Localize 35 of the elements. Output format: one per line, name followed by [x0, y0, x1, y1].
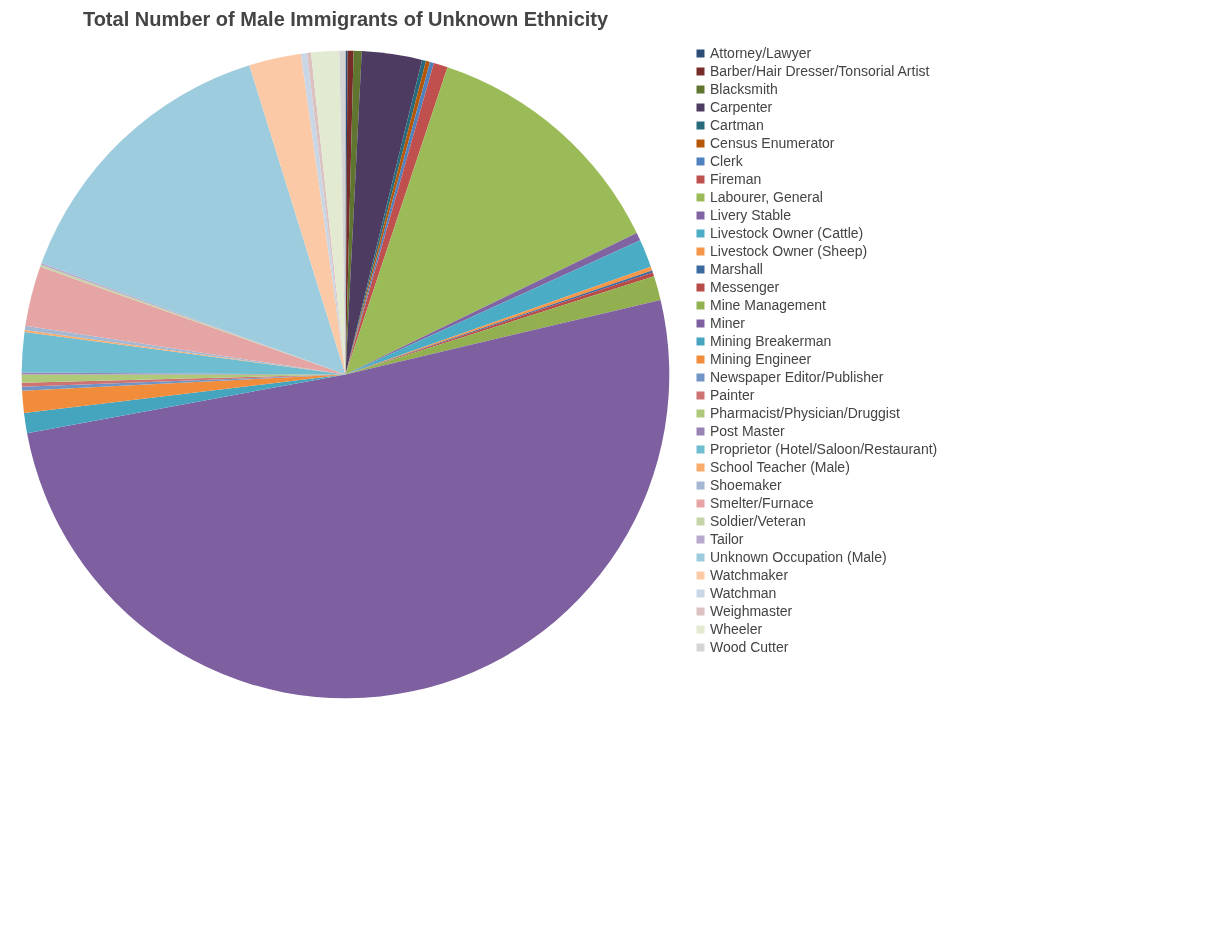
legend-label: Soldier/Veteran	[710, 512, 806, 529]
legend-label: Post Master	[710, 422, 785, 439]
legend-label: Painter	[710, 386, 755, 403]
legend-label: Weighmaster	[710, 602, 793, 619]
legend-label: Labourer, General	[710, 188, 823, 205]
legend-label: Mining Breakerman	[710, 332, 832, 349]
legend-label: Tailor	[710, 530, 744, 547]
legend-label: Watchmaker	[710, 566, 789, 583]
legend-label: Census Enumerator	[710, 134, 835, 151]
legend-label: Newspaper Editor/Publisher	[710, 368, 884, 385]
legend-label: Fireman	[710, 170, 762, 187]
legend-label: Proprietor (Hotel/Saloon/Restaurant)	[710, 440, 938, 457]
legend-label: Marshall	[710, 260, 763, 277]
legend-label: Pharmacist/Physician/Druggist	[710, 404, 900, 421]
legend-label: Livestock Owner (Sheep)	[710, 242, 868, 259]
legend-label: Barber/Hair Dresser/Tonsorial Artist	[710, 62, 930, 79]
legend-label: Wheeler	[710, 620, 763, 637]
legend-label: Blacksmith	[710, 80, 778, 97]
legend-label: Mining Engineer	[710, 350, 812, 367]
legend-label: Messenger	[710, 278, 780, 295]
legend-label: Shoemaker	[710, 476, 782, 493]
legend-label: Mine Management	[710, 296, 826, 313]
legend-label: Unknown Occupation (Male)	[710, 548, 887, 565]
legend-label: Livestock Owner (Cattle)	[710, 224, 864, 241]
legend-label: Attorney/Lawyer	[710, 44, 812, 61]
legend-label: School Teacher (Male)	[710, 458, 850, 475]
legend-label: Carpenter	[710, 98, 773, 115]
chart-title: Total Number of Male Immigrants of Unknown Ethnicity	[82, 7, 609, 30]
legend-label: Cartman	[710, 116, 764, 133]
legend-label: Watchman	[710, 584, 777, 601]
legend-label: Livery Stable	[710, 206, 791, 223]
legend-label: Smelter/Furnace	[710, 494, 814, 511]
legend-label: Wood Cutter	[710, 638, 789, 655]
legend-label: Miner	[710, 314, 746, 331]
legend-label: Clerk	[710, 152, 743, 169]
